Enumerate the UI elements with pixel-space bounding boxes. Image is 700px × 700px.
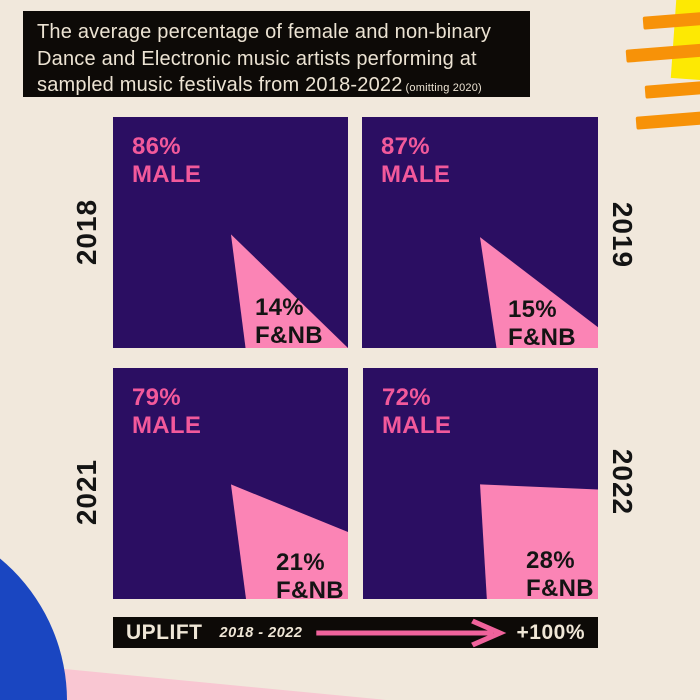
fnb-wedge-2019 — [480, 237, 598, 348]
uplift-arrow-icon — [316, 618, 507, 647]
title-line-3-text: sampled music festivals from 2018-2022 — [37, 74, 403, 96]
fnb-percent: 28% — [526, 547, 575, 574]
title-note: (omitting 2020) — [405, 82, 482, 94]
fnb-share-label-2021: 21% F&NB — [276, 549, 344, 605]
male-share-label-2021: 79% MALE — [132, 384, 201, 440]
male-percent: 72% — [382, 384, 431, 411]
male-percent: 86% — [132, 133, 181, 160]
uplift-label: UPLIFT — [126, 620, 203, 644]
fnb-text: F&NB — [276, 577, 344, 604]
panel-2021: 79% MALE 21% F&NB — [113, 368, 348, 604]
fnb-text: F&NB — [508, 324, 576, 351]
uplift-bar: UPLIFT 2018 - 2022 +100% — [113, 617, 598, 648]
fnb-share-label-2019: 15% F&NB — [508, 296, 576, 352]
decor-orange-stripe-3 — [644, 78, 700, 99]
decor-pink-band — [34, 667, 473, 700]
decor-blue-circle — [0, 516, 67, 700]
male-percent: 79% — [132, 384, 181, 411]
panel-2022: 72% MALE 28% F&NB — [363, 368, 598, 602]
fnb-text: F&NB — [526, 575, 594, 602]
uplift-range: 2018 - 2022 — [219, 624, 303, 641]
panel-2019: 87% MALE 15% F&NB — [362, 117, 598, 351]
fnb-share-label-2018: 14% F&NB — [255, 294, 323, 350]
male-share-label-2019: 87% MALE — [381, 133, 450, 189]
male-share-label-2018: 86% MALE — [132, 133, 201, 189]
fnb-wedge-2022 — [480, 484, 598, 599]
male-text: MALE — [382, 412, 452, 439]
year-label-2018: 2018 — [71, 198, 102, 266]
fnb-percent: 15% — [508, 296, 557, 323]
panel-2018: 86% MALE 14% F&NB — [113, 117, 348, 350]
fnb-wedge-2018 — [230, 234, 348, 348]
year-label-2019: 2019 — [607, 201, 638, 269]
uplift-value: +100% — [516, 620, 585, 644]
title-line-1: The average percentage of female and non… — [37, 21, 492, 43]
year-label-2022: 2022 — [607, 448, 638, 516]
title-line-2: Dance and Electronic music artists perfo… — [37, 47, 477, 70]
title-line-3: sampled music festivals from 2018-2022 (o… — [37, 72, 530, 102]
male-percent: 87% — [381, 133, 430, 160]
male-text: MALE — [132, 161, 202, 188]
decor-orange-stripe-4 — [635, 109, 700, 130]
male-share-label-2022: 72% MALE — [382, 384, 451, 440]
fnb-percent: 21% — [276, 549, 325, 576]
title-block: The average percentage of female and non… — [23, 11, 530, 97]
fnb-percent: 14% — [255, 294, 304, 321]
male-text: MALE — [132, 412, 202, 439]
year-label-2021: 2021 — [71, 458, 102, 526]
fnb-text: F&NB — [255, 322, 323, 349]
male-text: MALE — [381, 161, 451, 188]
fnb-wedge-2021 — [230, 484, 348, 599]
fnb-share-label-2022: 28% F&NB — [526, 547, 594, 603]
